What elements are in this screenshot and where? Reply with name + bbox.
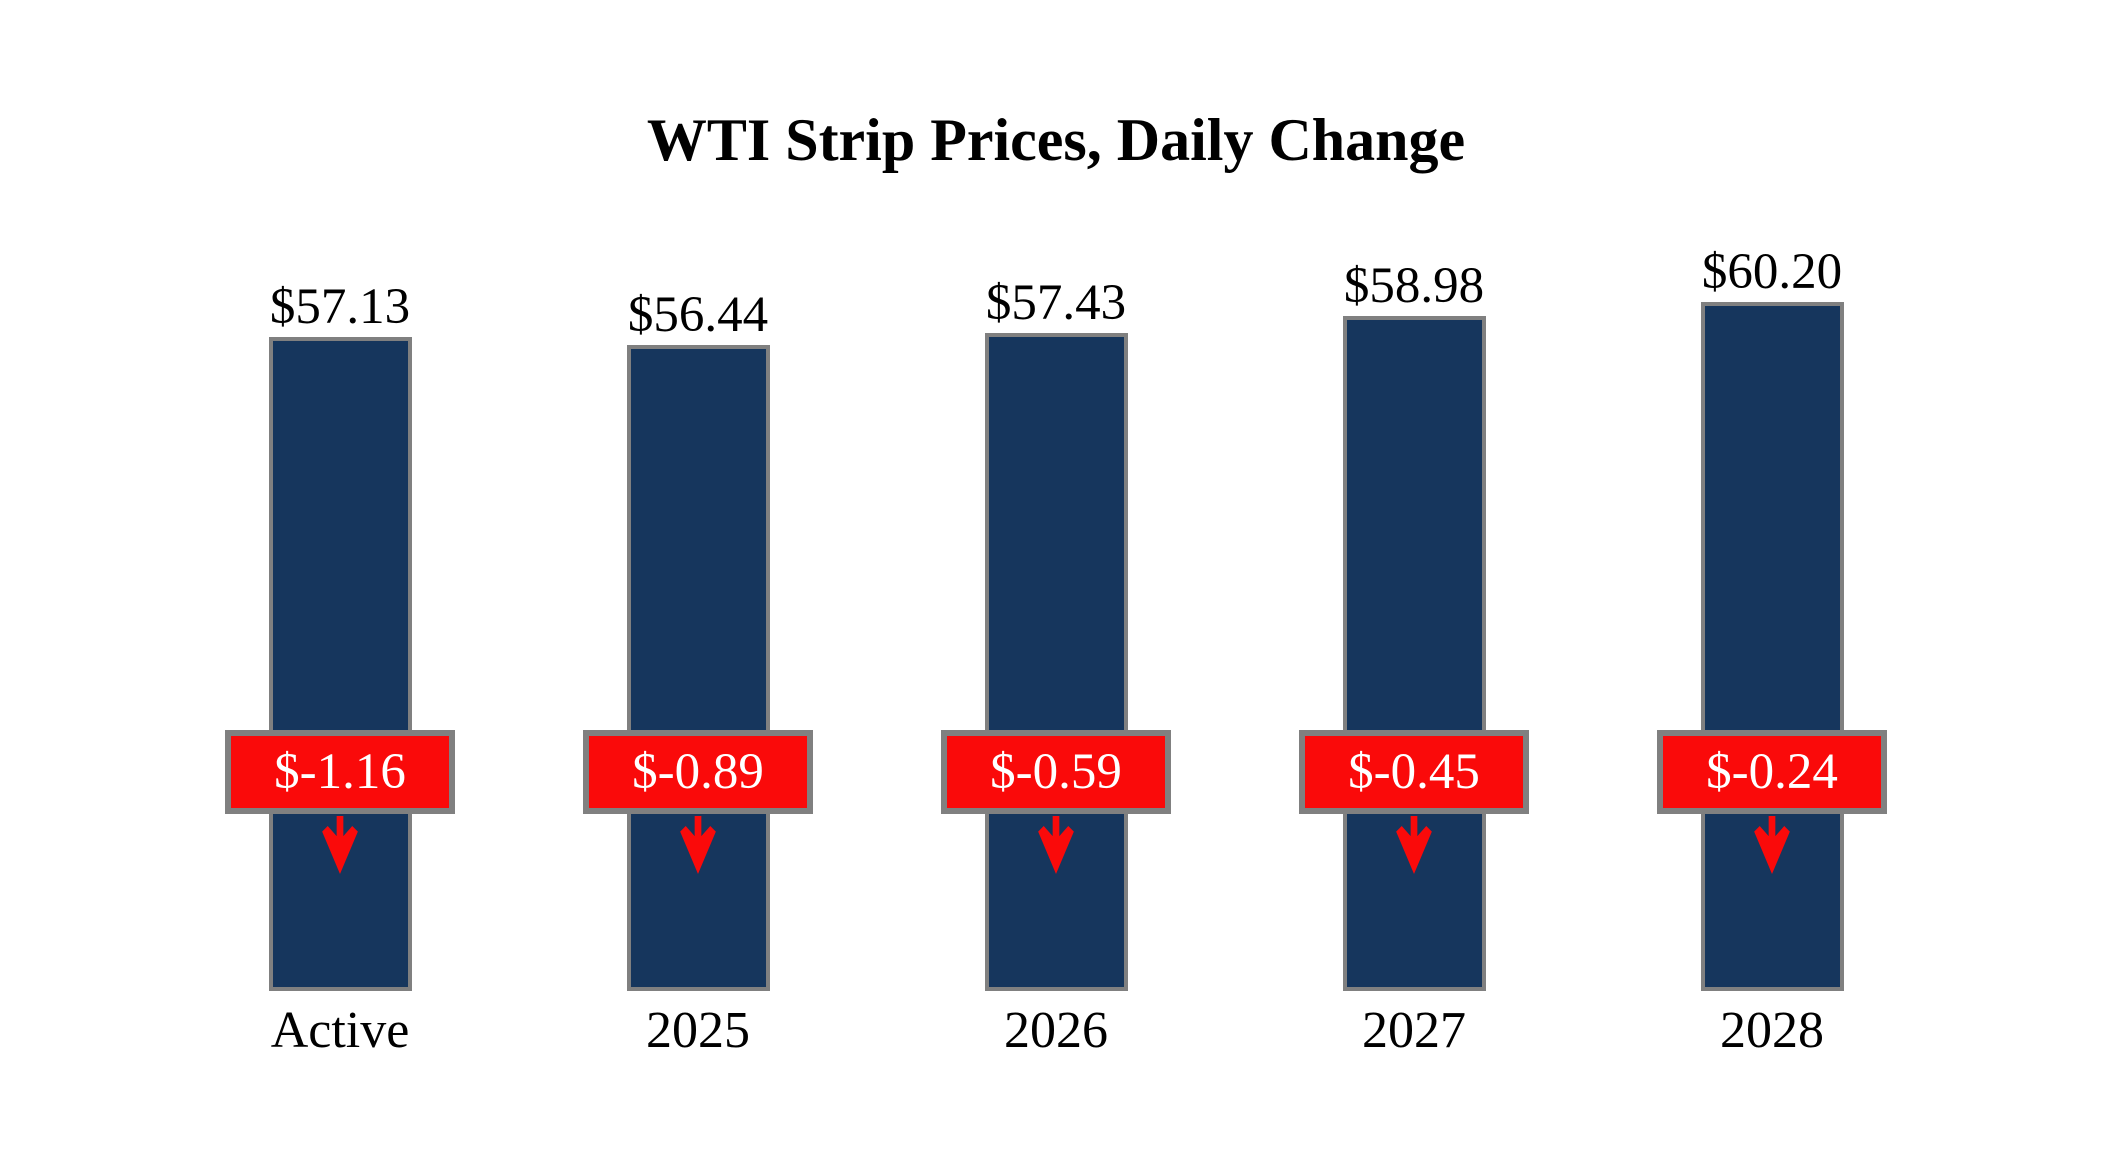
price-bar	[268, 337, 412, 991]
down-arrow-icon	[1028, 816, 1084, 879]
down-arrow-icon	[312, 816, 368, 879]
category-label: 2028	[1720, 1002, 1824, 1059]
price-label: $57.43	[985, 275, 1127, 331]
price-bar	[1342, 316, 1486, 991]
down-arrow-icon	[1386, 816, 1442, 879]
price-label: $56.44	[627, 287, 769, 343]
category-label: 2026	[1004, 1002, 1108, 1059]
down-arrow-icon	[1744, 816, 1800, 879]
daily-change-badge: $-0.45	[1299, 730, 1529, 814]
price-label: $57.13	[269, 279, 411, 335]
daily-change-badge: $-0.89	[583, 730, 813, 814]
daily-change-badge: $-0.59	[941, 730, 1171, 814]
price-bar	[626, 345, 770, 991]
price-bar	[984, 333, 1128, 991]
daily-change-badge: $-0.24	[1657, 730, 1887, 814]
price-label: $58.98	[1343, 258, 1485, 314]
daily-change-badge: $-1.16	[225, 730, 455, 814]
category-label: 2025	[646, 1002, 750, 1059]
category-label: Active	[270, 1002, 410, 1059]
down-arrow-icon	[670, 816, 726, 879]
price-label: $60.20	[1701, 244, 1843, 300]
chart-title: WTI Strip Prices, Daily Change	[646, 107, 1466, 173]
price-bar	[1700, 302, 1844, 991]
category-label: 2027	[1362, 1002, 1466, 1059]
